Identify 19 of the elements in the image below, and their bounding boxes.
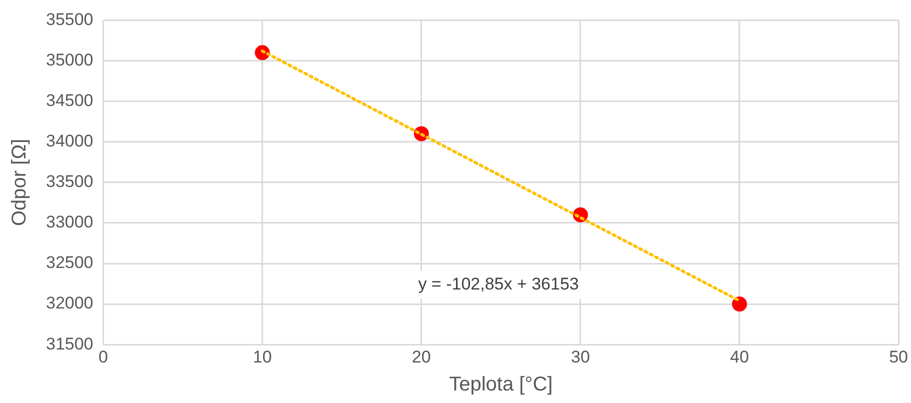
x-axis-title: Teplota [°C] (449, 374, 553, 396)
point (732, 296, 747, 312)
x-tick-label: 50 (889, 347, 908, 366)
x-tick-label: 40 (730, 347, 749, 366)
y-axis-title: Odpor [Ω] (8, 138, 31, 226)
x-tick-label: 30 (570, 347, 590, 366)
x-tick-label: 20 (412, 347, 431, 366)
y-tick-label: 32500 (46, 253, 94, 272)
y-tick-label: 35000 (46, 50, 94, 70)
annotation: y = -102,85x + 36153 (418, 274, 579, 294)
y-tick-label: 34000 (46, 132, 94, 151)
y-tick-label: 33500 (46, 172, 94, 192)
y-tick-label: 31500 (46, 334, 94, 354)
y-tick-label: 34500 (46, 90, 94, 110)
x-tick-label: 10 (252, 347, 272, 366)
x-tick-label: 0 (98, 347, 108, 366)
y-tick-label: 35500 (46, 10, 94, 29)
y-tick-label: 32000 (46, 294, 94, 313)
y-tick-label: 33000 (46, 212, 94, 232)
